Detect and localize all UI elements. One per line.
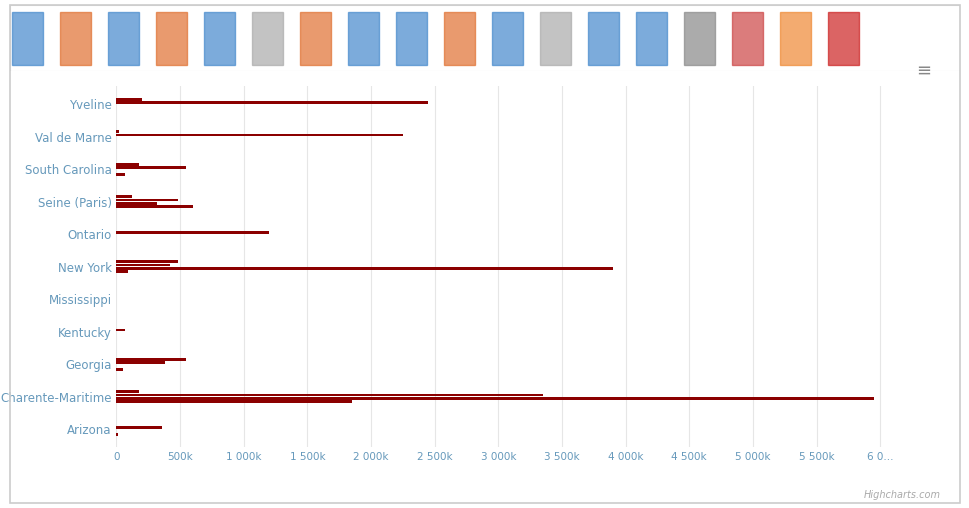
Bar bbox=[116, 166, 186, 169]
Bar bbox=[540, 12, 571, 65]
Bar bbox=[116, 205, 193, 208]
Bar bbox=[116, 134, 402, 137]
Bar bbox=[116, 397, 873, 400]
Bar bbox=[116, 270, 128, 273]
Bar bbox=[116, 199, 177, 202]
Bar bbox=[116, 163, 140, 166]
Bar bbox=[203, 12, 234, 65]
Bar bbox=[444, 12, 475, 65]
Bar bbox=[828, 12, 859, 65]
Bar bbox=[116, 361, 165, 364]
Bar bbox=[683, 12, 715, 65]
Bar bbox=[116, 267, 612, 270]
Bar bbox=[636, 12, 667, 65]
Bar bbox=[116, 329, 125, 331]
Bar bbox=[116, 260, 177, 263]
Bar bbox=[116, 358, 186, 361]
Bar bbox=[116, 390, 140, 393]
Bar bbox=[156, 12, 187, 65]
Bar bbox=[116, 202, 157, 205]
Text: ≡: ≡ bbox=[915, 61, 930, 79]
Bar bbox=[116, 400, 352, 403]
Bar bbox=[116, 426, 162, 429]
Bar bbox=[348, 12, 379, 65]
Bar bbox=[116, 368, 123, 371]
Bar bbox=[395, 12, 426, 65]
Bar bbox=[116, 231, 268, 234]
Bar bbox=[491, 12, 522, 65]
Text: Highcharts.com: Highcharts.com bbox=[863, 490, 940, 500]
Bar bbox=[116, 264, 170, 267]
Bar bbox=[252, 12, 283, 65]
Bar bbox=[116, 195, 132, 198]
Bar bbox=[299, 12, 330, 65]
Bar bbox=[116, 433, 118, 436]
Bar bbox=[116, 98, 141, 101]
Bar bbox=[116, 101, 428, 104]
Bar bbox=[732, 12, 763, 65]
Bar bbox=[116, 394, 543, 396]
Bar bbox=[108, 12, 139, 65]
Bar bbox=[12, 12, 43, 65]
Bar bbox=[587, 12, 618, 65]
Bar bbox=[116, 130, 119, 133]
Bar bbox=[116, 173, 125, 176]
Bar bbox=[779, 12, 811, 65]
Bar bbox=[59, 12, 91, 65]
